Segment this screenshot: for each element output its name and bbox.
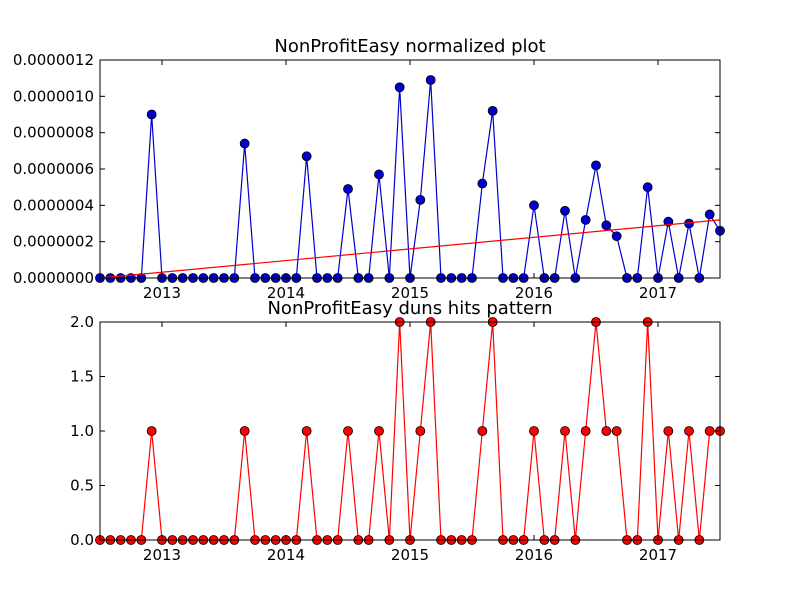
data-point — [415, 194, 426, 205]
y-tick-label: 0.0000006 — [13, 160, 94, 178]
x-tick-label: 2016 — [515, 546, 553, 564]
y-tick-label: 0.0000008 — [13, 124, 94, 142]
data-point — [301, 426, 312, 436]
chart-title: NonProfitEasy duns hits pattern — [267, 298, 552, 319]
data-point — [343, 426, 353, 436]
data-point — [477, 426, 488, 436]
duns-hits-plot-panel: NonProfitEasy duns hits pattern 0.0 0.5 1.0… — [70, 298, 725, 564]
data-point — [601, 220, 612, 231]
data-point — [374, 426, 384, 436]
y-tick-label: 0.0000010 — [13, 87, 94, 105]
data-point — [580, 426, 591, 436]
x-tick-label: 2017 — [639, 284, 677, 302]
data-point — [529, 200, 539, 211]
data-point — [343, 184, 353, 194]
data-point — [301, 151, 312, 162]
normalized-plot-panel: NonProfitEasy normalized plot 0.0000000 0.… — [13, 36, 725, 302]
x-tick-label: 2017 — [639, 546, 677, 564]
data-point — [580, 214, 591, 225]
data-point — [487, 105, 498, 116]
y-tick-label: 0.0000000 — [13, 269, 94, 287]
data-point — [642, 182, 653, 193]
x-tick-label: 2015 — [391, 284, 429, 302]
data-point — [684, 426, 694, 436]
series-line — [100, 79, 721, 279]
y-tick-label: 0.5 — [70, 477, 94, 495]
data-point — [146, 426, 157, 436]
y-tick-label: 2.0 — [70, 313, 94, 331]
data-point — [704, 209, 715, 220]
y-tick-label: 1.0 — [70, 422, 94, 440]
data-point — [146, 109, 157, 120]
data-point — [663, 426, 674, 436]
data-point — [415, 426, 426, 436]
plot-frame — [99, 59, 721, 279]
chart-title: NonProfitEasy normalized plot — [274, 36, 545, 57]
x-tick-label: 2013 — [143, 284, 181, 302]
data-point — [477, 178, 488, 189]
data-point — [601, 426, 612, 436]
y-tick-label: 0.0000012 — [13, 51, 94, 69]
data-point — [704, 426, 715, 436]
trend-line — [99, 219, 721, 279]
data-point — [425, 75, 436, 85]
data-point — [239, 426, 250, 436]
x-tick-label: 2014 — [267, 284, 305, 302]
y-tick-label: 0.0000002 — [13, 233, 94, 251]
data-point — [591, 160, 601, 171]
x-tick-label: 2014 — [267, 546, 305, 564]
plot-frame — [99, 321, 721, 541]
data-point — [611, 231, 622, 242]
series-line — [100, 321, 720, 541]
x-tick-label: 2013 — [143, 546, 181, 564]
data-point — [239, 138, 250, 149]
y-tick-label: 1.5 — [70, 368, 94, 386]
data-point — [560, 205, 570, 216]
data-point — [374, 169, 384, 180]
y-tick-label: 0.0000004 — [13, 196, 94, 214]
data-point — [529, 426, 539, 436]
data-point — [611, 426, 622, 436]
data-point — [394, 82, 405, 93]
x-tick-label: 2016 — [515, 284, 553, 302]
y-tick-label: 0.0 — [70, 531, 94, 549]
data-point — [560, 426, 570, 436]
x-tick-label: 2015 — [391, 546, 429, 564]
